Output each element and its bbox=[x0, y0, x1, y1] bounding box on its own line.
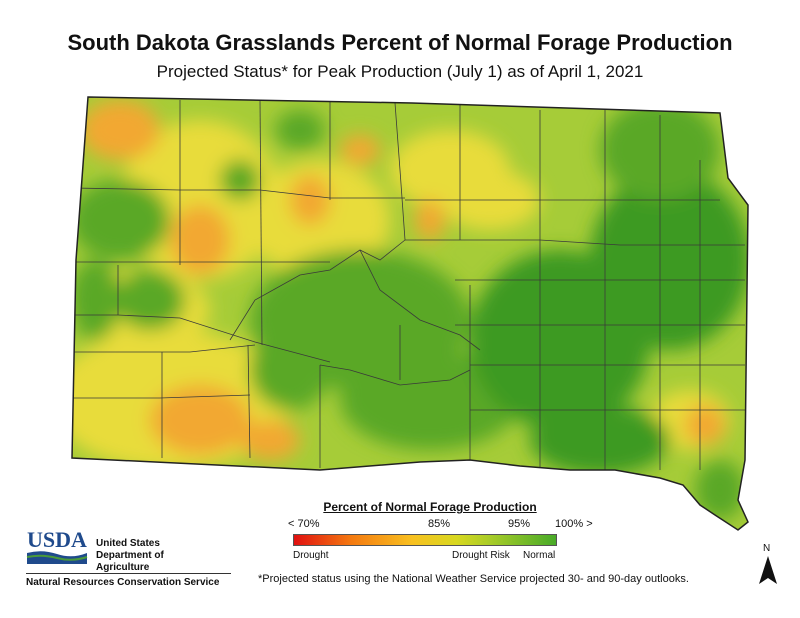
county-boundaries bbox=[72, 99, 745, 470]
legend-label-drought-risk: Drought Risk bbox=[452, 550, 510, 561]
agency-divider bbox=[26, 573, 231, 574]
legend-tick-95: 95% bbox=[508, 518, 531, 530]
svg-text:N: N bbox=[763, 543, 770, 554]
agency-service: Natural Resources Conservation Service bbox=[26, 577, 220, 588]
north-arrow-icon: N bbox=[759, 543, 777, 584]
map-subtitle: Projected Status* for Peak Production (J… bbox=[156, 62, 644, 81]
svg-text:USDA: USDA bbox=[27, 527, 87, 552]
usda-logo: USDA bbox=[26, 527, 88, 564]
legend-title: Percent of Normal Forage Production bbox=[323, 500, 537, 514]
legend-label-normal: Normal bbox=[523, 550, 556, 561]
agency-name: United States Department of Agriculture bbox=[96, 538, 164, 573]
forage-surface bbox=[72, 97, 748, 530]
map-title: South Dakota Grasslands Percent of Norma… bbox=[67, 30, 733, 55]
legend-label-drought: Drought bbox=[293, 550, 329, 561]
legend-tick-100: 100% > bbox=[555, 518, 593, 530]
state-outline bbox=[71, 96, 749, 531]
legend-tick-85: 85% bbox=[428, 518, 451, 530]
footnote: *Projected status using the National Wea… bbox=[258, 573, 689, 585]
legend-color-bar bbox=[293, 534, 557, 546]
legend-tick-70: < 70% bbox=[288, 518, 320, 530]
